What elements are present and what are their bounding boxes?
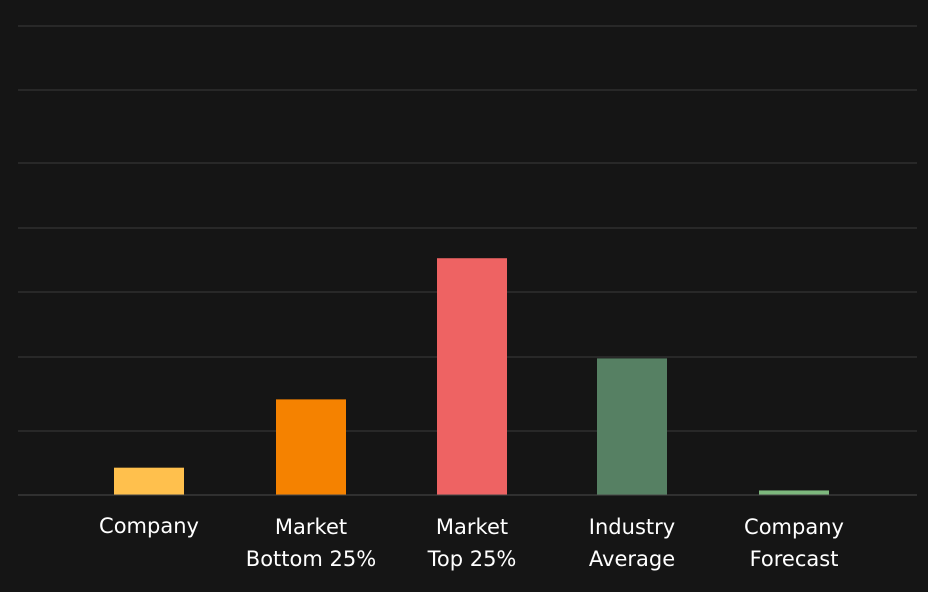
category-label: Company Forecast [744,515,844,571]
category-label: Market Top 25% [427,515,517,571]
category-labels: Company Market Bottom 25% Market Top 25% Indu… [99,514,844,571]
bar [759,490,829,495]
bar [437,258,507,495]
category-label-line: Company [744,515,844,539]
category-label-line: Industry [589,515,675,539]
category-label-line: Top 25% [427,547,517,571]
category-label-line: Market [275,515,347,539]
category-label-line: Average [589,547,675,571]
category-label-line: Company [99,514,199,538]
bar [114,467,184,495]
category-label-line: Bottom 25% [246,547,376,571]
category-label: Company [99,514,199,538]
category-label-line: Forecast [750,547,839,571]
bar [276,399,346,495]
bars [114,258,829,495]
category-label: Market Bottom 25% [246,515,376,571]
category-label-line: Market [436,515,508,539]
bar [597,358,667,495]
category-label: Industry Average [589,515,675,571]
